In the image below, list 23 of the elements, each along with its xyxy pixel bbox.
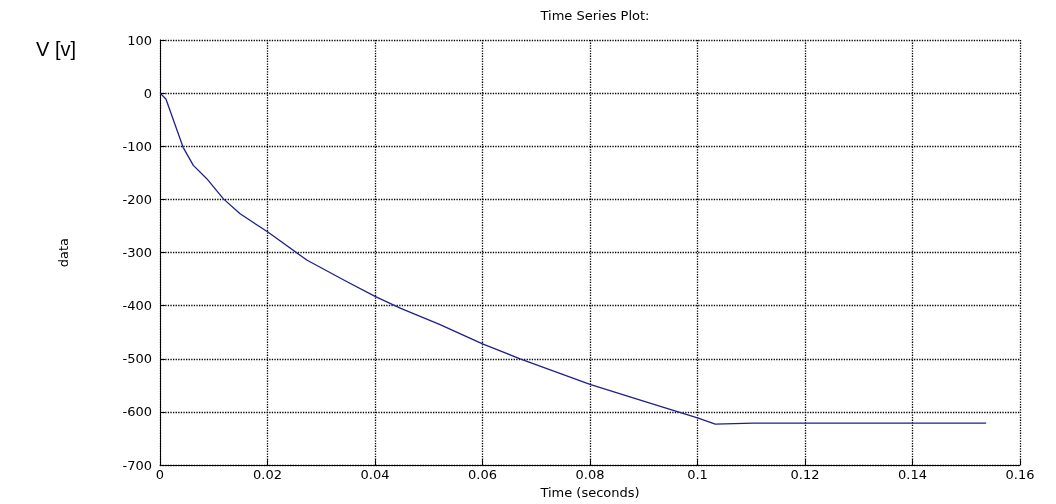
x-tick-label: 0.04 bbox=[360, 467, 390, 483]
x-tick-label: 0.06 bbox=[468, 467, 497, 483]
chart-title: Time Series Plot: bbox=[539, 8, 650, 23]
x-tick-label: 0.12 bbox=[790, 467, 820, 483]
y-tick-label: -300 bbox=[122, 245, 152, 261]
text: V [v] bbox=[36, 38, 77, 61]
y-axis-title: data bbox=[56, 237, 71, 268]
y-tick-label: 0 bbox=[143, 85, 152, 101]
x-tick-label: 0.02 bbox=[253, 467, 282, 483]
y-tick-label: -200 bbox=[122, 191, 152, 207]
x-tick-label: 0.14 bbox=[898, 467, 927, 483]
x-tick-label: 0.08 bbox=[575, 467, 605, 483]
x-axis-title: Time (seconds) bbox=[539, 485, 640, 500]
y-tick-label: -400 bbox=[122, 298, 152, 314]
y-tick-label: -100 bbox=[122, 138, 152, 154]
y-tick-label: -500 bbox=[122, 351, 152, 367]
x-tick-label: 0 bbox=[155, 467, 165, 483]
y-tick-label: 100 bbox=[127, 32, 152, 48]
x-tick-label: 0.1 bbox=[687, 467, 708, 483]
y-tick-label: -600 bbox=[122, 404, 152, 420]
line-series bbox=[159, 92, 987, 425]
x-tick-label: 0.16 bbox=[1005, 467, 1035, 483]
y-tick-label: -700 bbox=[122, 457, 152, 473]
